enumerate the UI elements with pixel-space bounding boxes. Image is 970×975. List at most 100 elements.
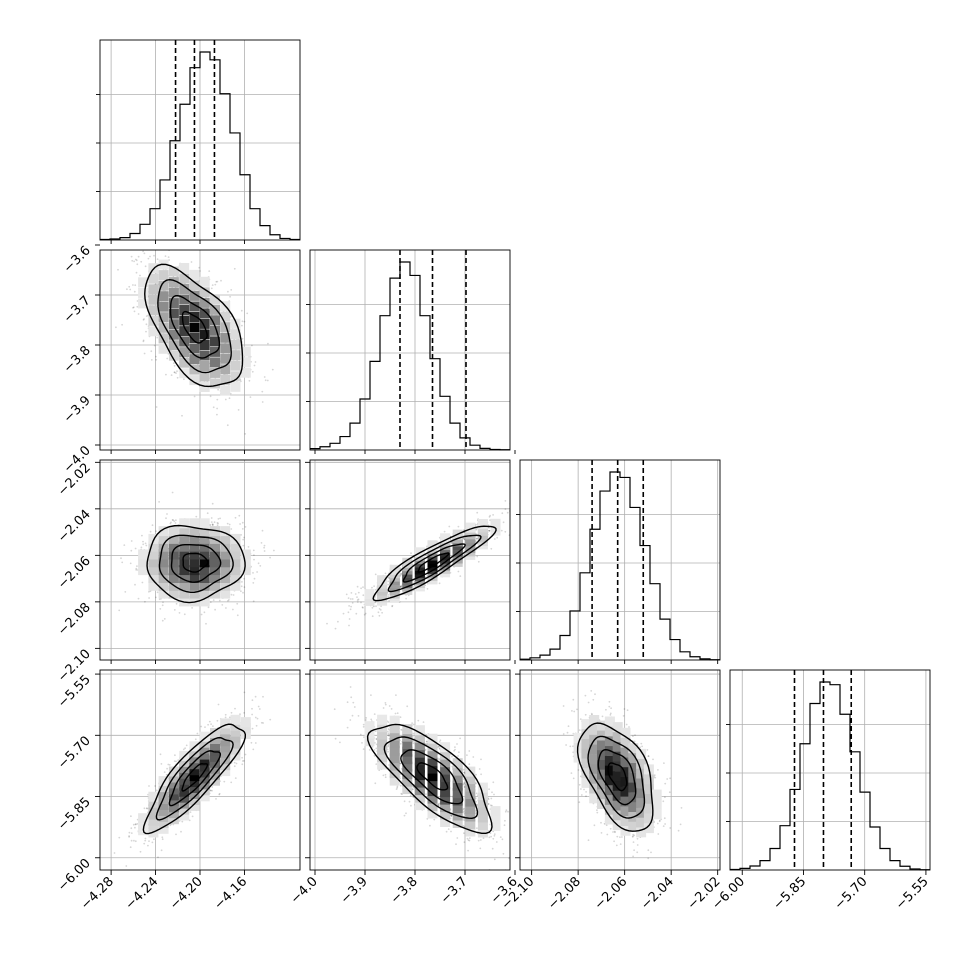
scatter-point <box>563 705 565 707</box>
scatter-point <box>409 801 411 803</box>
scatter-point <box>412 586 414 588</box>
scatter-point <box>200 726 202 728</box>
scatter-point <box>154 345 156 347</box>
scatter-point <box>383 707 385 709</box>
scatter-point <box>400 785 402 787</box>
scatter-point <box>411 722 413 724</box>
scatter-point <box>476 556 478 558</box>
scatter-point <box>512 830 514 832</box>
density-cell <box>231 715 241 725</box>
scatter-point <box>516 839 518 841</box>
scatter-point <box>385 704 387 706</box>
scatter-point <box>375 589 377 591</box>
scatter-point <box>463 808 465 810</box>
scatter-point <box>172 492 174 494</box>
scatter-point <box>211 517 213 519</box>
scatter-point <box>454 749 456 751</box>
scatter-point <box>143 341 145 343</box>
scatter-point <box>375 605 377 607</box>
scatter-point <box>429 825 431 827</box>
scatter-point <box>253 550 255 552</box>
scatter-point <box>363 726 365 728</box>
scatter-point <box>505 508 507 510</box>
scatter-point <box>190 811 192 813</box>
scatter-point <box>616 845 618 847</box>
scatter-point <box>504 824 506 826</box>
scatter-point <box>215 798 217 800</box>
scatter-point <box>375 574 377 576</box>
panel-2d-2-0 <box>100 460 300 660</box>
scatter-point <box>523 836 525 838</box>
histogram-1 <box>310 262 510 450</box>
scatter-point <box>136 306 138 308</box>
scatter-point <box>252 699 254 701</box>
scatter-point <box>244 692 246 694</box>
scatter-point <box>352 598 354 600</box>
scatter-point <box>144 353 146 355</box>
scatter-point <box>389 705 391 707</box>
scatter-point <box>475 774 477 776</box>
scatter-point <box>529 839 531 841</box>
scatter-point <box>493 794 495 796</box>
scatter-point <box>480 759 482 761</box>
scatter-point <box>210 395 212 397</box>
scatter-point <box>463 811 465 813</box>
scatter-point <box>374 749 376 751</box>
scatter-point <box>272 369 274 371</box>
scatter-point <box>362 586 364 588</box>
scatter-point <box>639 746 641 748</box>
scatter-point <box>120 557 122 559</box>
scatter-point <box>177 759 179 761</box>
scatter-point <box>385 573 387 575</box>
scatter-point <box>413 733 415 735</box>
scatter-point <box>602 716 604 718</box>
scatter-point <box>248 546 250 548</box>
density-cell <box>453 758 463 768</box>
scatter-point <box>210 723 212 725</box>
scatter-point <box>525 819 527 821</box>
density-cell <box>148 284 158 294</box>
scatter-point <box>261 542 263 544</box>
scatter-point <box>375 730 377 732</box>
scatter-point <box>236 603 238 605</box>
density-cell <box>231 340 241 350</box>
scatter-point <box>469 837 471 839</box>
scatter-point <box>262 401 264 403</box>
scatter-point <box>388 728 390 730</box>
scatter-point <box>131 256 133 258</box>
scatter-point <box>350 696 352 698</box>
scatter-point <box>235 777 237 779</box>
scatter-point <box>406 705 408 707</box>
scatter-point <box>252 728 254 730</box>
scatter-point <box>117 269 119 271</box>
scatter-point <box>463 769 465 771</box>
scatter-point <box>223 781 225 783</box>
scatter-point <box>459 575 461 577</box>
scatter-point <box>264 545 266 547</box>
scatter-point <box>145 545 147 547</box>
scatter-point <box>217 524 219 526</box>
scatter-point <box>494 833 496 835</box>
scatter-point <box>192 816 194 818</box>
scatter-point <box>135 840 137 842</box>
scatter-point <box>494 538 496 540</box>
scatter-point <box>118 837 120 839</box>
scatter-point <box>133 840 135 842</box>
scatter-point <box>438 544 440 546</box>
scatter-point <box>352 602 354 604</box>
scatter-point <box>174 609 176 611</box>
scatter-point <box>351 592 353 594</box>
scatter-point <box>138 313 140 315</box>
scatter-point <box>379 615 381 617</box>
scatter-point <box>148 597 150 599</box>
scatter-point <box>252 582 254 584</box>
scatter-point <box>264 550 266 552</box>
scatter-point <box>374 602 376 604</box>
scatter-point <box>476 538 478 540</box>
scatter-point <box>231 594 233 596</box>
scatter-point <box>147 845 149 847</box>
scatter-point <box>197 733 199 735</box>
scatter-point <box>243 712 245 714</box>
scatter-point <box>515 788 517 790</box>
